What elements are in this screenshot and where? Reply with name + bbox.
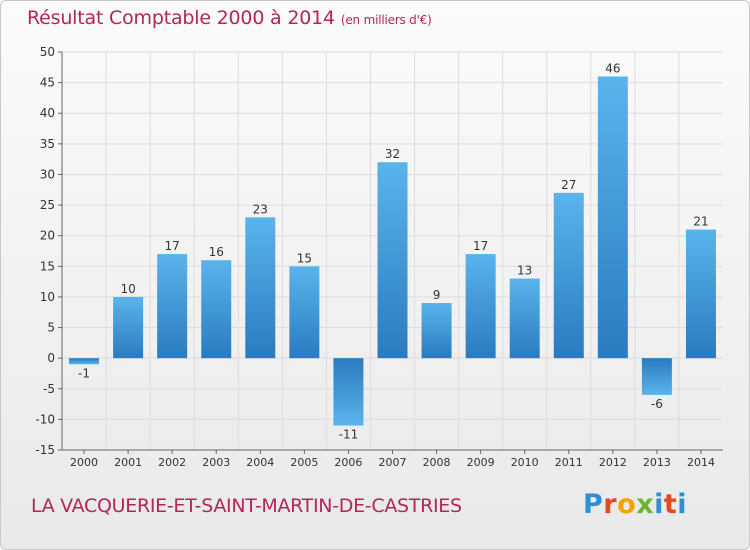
data-label: 32 [385,147,400,161]
chart-title: Résultat Comptable 2000 à 2014 (en millie… [27,7,432,29]
logo-letter: P [583,489,604,520]
data-label: 15 [297,251,312,265]
logo-letter: x [636,489,655,520]
y-tick-label: 15 [40,259,55,273]
x-tick-label: 2004 [246,456,274,469]
data-label: -6 [651,397,663,411]
data-label: 23 [253,202,268,216]
y-tick-label: 25 [40,198,55,212]
bar-2007 [377,162,408,359]
bar-2004 [245,217,276,359]
y-tick-label: 50 [40,45,55,59]
data-labels: -1 10 17 16 23 15 -11 32 9 17 13 27 46 -6 21 [78,61,709,441]
bar-2008 [421,303,452,359]
x-tick-label: 2009 [467,456,495,469]
y-tick-label: 5 [47,321,55,335]
logo-letter: t [663,489,678,520]
data-label: -1 [78,366,90,380]
logo-letter: o [617,489,637,520]
x-tick-label: 2011 [555,456,583,469]
y-tick-label: -15 [35,443,55,457]
x-tick-label: 2012 [599,456,627,469]
axes: -15 -10 -5 0 5 10 15 20 25 30 35 40 45 50 2000 2001 2002… [35,45,723,469]
data-label: 16 [209,245,224,259]
y-tick-label: 45 [40,76,55,90]
x-tick-label: 2000 [70,456,98,469]
x-tick-label: 2002 [158,456,186,469]
x-tick-label: 2005 [290,456,318,469]
x-tick-label: 2007 [379,456,407,469]
y-tick-label: -10 [35,412,55,426]
x-tick-label: 2006 [334,456,362,469]
title-text: Résultat Comptable 2000 à 2014 [27,7,335,29]
data-label: 9 [433,288,441,302]
data-label: 21 [693,215,708,229]
bar-2000 [69,358,100,365]
x-tick-label: 2014 [687,456,715,469]
bar-2012 [597,76,628,359]
commune-name: LA VACQUERIE-ET-SAINT-MARTIN-DE-CASTRIES [31,495,462,517]
x-tick-label: 2001 [114,456,142,469]
bar-2001 [113,296,144,359]
logo-letter: i [677,489,688,520]
x-tick-label: 2008 [423,456,451,469]
y-tick-label: 30 [40,167,55,181]
bars [69,76,716,426]
y-tick-label: 20 [40,229,55,243]
bar-2010 [509,278,540,359]
bar-2011 [553,192,584,359]
y-tick-label: 40 [40,106,55,120]
data-label: 17 [473,239,488,253]
x-tick-label: 2013 [643,456,671,469]
logo-letter: i [654,489,664,520]
data-label: 17 [165,239,180,253]
x-tick-label: 2010 [511,456,539,469]
data-label: 10 [120,282,135,296]
bar-2014 [685,229,716,359]
bar-2002 [157,254,188,359]
data-label: 27 [561,178,576,192]
bar-2009 [465,254,496,359]
title-unit: (en milliers d'€) [340,13,432,27]
bar-2013 [641,358,672,395]
y-tick-label: -5 [43,382,55,396]
data-label: 46 [605,61,620,75]
bar-2006 [333,358,364,426]
y-tick-label: 0 [47,351,55,365]
x-tick-label: 2003 [202,456,230,469]
y-tick-label: 10 [40,290,55,304]
y-tick-label: 35 [40,137,55,151]
data-label: -11 [339,428,359,442]
logo-letter: r [603,489,618,520]
proxiti-logo: Proxiti [583,489,687,520]
bar-2005 [289,266,320,359]
bar-2003 [201,260,232,359]
data-label: 13 [517,264,532,278]
